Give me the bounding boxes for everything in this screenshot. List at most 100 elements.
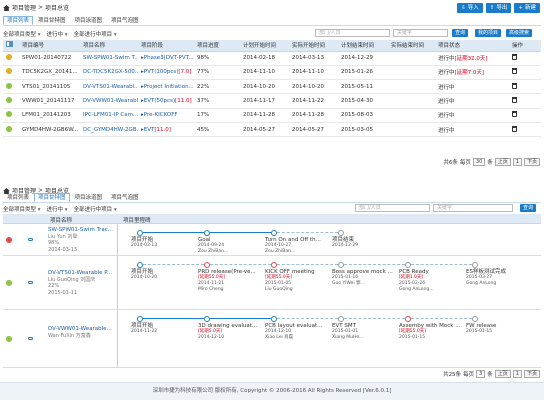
advanced-search-button[interactable]: 高级搜索 [506, 29, 533, 37]
milestone-title[interactable]: EVT SMT [332, 323, 356, 329]
tab-bubble[interactable]: 项目气泡图 [111, 195, 139, 201]
milestone-title[interactable]: Assemby with Mock ... [399, 323, 461, 329]
page-number[interactable]: 1 [512, 370, 522, 378]
status-filter[interactable]: 进行中 [47, 30, 68, 38]
table-row[interactable]: VTS01_20141105 DV-VTS01-Wearabl... ▸Projec… [3, 79, 541, 95]
milestone-title[interactable]: ES样板测试完成 [466, 269, 506, 275]
tab-project-list[interactable]: 项目列表 [3, 16, 34, 25]
project-stage[interactable]: ▸Pre-KICKOFF [138, 108, 194, 123]
tab-bubble[interactable]: 项目气泡图 [111, 18, 139, 24]
milestone-title[interactable]: 项目开始 [131, 237, 154, 243]
project-name-link[interactable]: DV-VTS01-Wearable P... [48, 270, 112, 276]
milestone-marker[interactable] [338, 230, 344, 236]
milestone-marker[interactable] [271, 262, 277, 268]
table-row[interactable]: LFM01_20141203 IPC-LFM01-IP Cam... ▸Pre-KI… [3, 108, 541, 123]
milestone-marker[interactable] [338, 316, 344, 322]
import-button[interactable]: ⇩ 导入 [457, 3, 483, 13]
milestone-title[interactable]: PCB Ready [399, 269, 429, 275]
milestone-marker[interactable] [472, 262, 478, 268]
milestone-marker[interactable] [204, 316, 210, 322]
column-header[interactable]: 项目编号 [19, 40, 80, 52]
delete-icon[interactable] [512, 82, 517, 89]
column-header[interactable]: 实际结束时间 [388, 40, 435, 52]
column-header[interactable]: 实际开始时间 [289, 40, 338, 52]
column-header[interactable]: 计划结束时间 [338, 40, 388, 52]
column-header[interactable]: 项目进度 [194, 40, 240, 52]
project-type-filter[interactable]: 全部项目类型 [3, 205, 41, 213]
page-size-select[interactable]: 3 [476, 370, 486, 378]
table-row[interactable]: VWW01_20141117 DV-VWW01-Wearabl... ▸EVT(50… [3, 93, 541, 109]
delete-icon[interactable] [512, 125, 517, 132]
export-button[interactable]: ⇧ 导出 [485, 3, 512, 13]
tab-project-list[interactable]: 项目列表 [7, 195, 30, 201]
next-page-button[interactable]: 下页 [523, 158, 540, 166]
department-search-input[interactable]: 部门/人员 [355, 204, 430, 212]
milestone-title[interactable]: PRD release(Pre-ve... [198, 269, 256, 275]
home-icon[interactable] [3, 4, 10, 11]
keyword-search-input[interactable]: 关键字 [393, 29, 448, 37]
table-row[interactable]: TDC5K2GX_20141... DC-TDC5K2GX-500... ▸PVT(… [3, 65, 541, 81]
milestone-title[interactable]: KICK OFF meeting [265, 269, 315, 275]
keyword-search-input[interactable]: 关键字 [433, 204, 513, 212]
milestone-title[interactable]: 项目结束 [332, 237, 355, 243]
column-header[interactable]: 项目名称 [80, 40, 138, 52]
edit-columns-icon[interactable] [6, 41, 13, 48]
milestone-title[interactable]: 项目开始 [131, 269, 154, 275]
project-name-link[interactable]: SW-SPW01-Swim T... [80, 51, 138, 66]
next-page-button[interactable]: 下页 [523, 370, 540, 378]
project-name-link[interactable]: IPC-LFM01-IP Cam... [80, 108, 138, 123]
tab-swimlane[interactable]: 项目泳道图 [74, 18, 103, 24]
column-header[interactable]: 项目阶段 [138, 40, 194, 52]
project-name-link[interactable]: DC-TDC5K2GX-500... [80, 65, 138, 81]
milestone-marker[interactable] [137, 262, 143, 268]
scope-filter[interactable]: 全部进行中项目 [74, 205, 117, 213]
milestone-marker[interactable] [472, 316, 478, 322]
breadcrumb-item[interactable]: 项目管理 [12, 5, 37, 12]
delete-icon[interactable] [512, 54, 517, 61]
milestone-marker[interactable] [271, 230, 277, 236]
milestone-title[interactable]: Boss approve mock ... [332, 269, 393, 275]
project-stage[interactable]: ▸Project Initiation... [138, 79, 194, 95]
department-search-input[interactable]: 部门/人员 [315, 29, 390, 37]
delete-icon[interactable] [512, 68, 517, 75]
prev-page-button[interactable]: 上页 [494, 370, 511, 378]
my-projects-button[interactable]: 我的项目 [475, 29, 502, 37]
new-button[interactable]: + 新建 [514, 3, 540, 13]
project-name-link[interactable]: SW-SPW01-Swim Trac... [48, 227, 113, 233]
milestone-title[interactable]: Goal [198, 237, 211, 243]
scope-filter[interactable]: 全部进行中项目 [74, 30, 117, 38]
milestone-marker[interactable] [137, 230, 143, 236]
home-icon[interactable] [3, 187, 10, 194]
milestone-marker[interactable] [204, 230, 210, 236]
tab-gantt[interactable]: 项目甘特图 [38, 18, 66, 24]
project-name-link[interactable]: DC_GYMD4HW-2GB... [80, 122, 138, 138]
project-stage[interactable]: ▸EVT[11.0] [138, 122, 194, 138]
milestone-marker[interactable] [204, 262, 210, 268]
link-icon[interactable] [28, 337, 33, 340]
project-stage[interactable]: ▸EVT(50pcs)[11.0] [138, 93, 194, 109]
project-type-filter[interactable]: 全部项目类型 [3, 30, 41, 38]
link-icon[interactable] [28, 238, 33, 241]
tab-gantt[interactable]: 项目甘特图 [34, 193, 70, 202]
link-icon[interactable] [28, 281, 33, 284]
status-filter[interactable]: 进行中 [47, 205, 68, 213]
page-size-select[interactable]: 30 [472, 158, 486, 166]
milestone-title[interactable]: FW release [466, 323, 497, 329]
milestone-marker[interactable] [137, 316, 143, 322]
breadcrumb-item[interactable]: 项目管理 [12, 188, 37, 195]
prev-page-button[interactable]: 上页 [494, 158, 511, 166]
project-stage[interactable]: ▸Phase3(DVT-PVT... [138, 51, 194, 66]
delete-icon[interactable] [512, 97, 517, 104]
milestone-marker[interactable] [271, 316, 277, 322]
milestone-title[interactable]: 项目开始 [131, 323, 154, 329]
page-number[interactable]: 1 [512, 158, 522, 166]
column-header[interactable]: 计划开始时间 [240, 40, 289, 52]
search-button[interactable]: 查询 [520, 204, 537, 212]
table-row[interactable]: SPW01-20140722 SW-SPW01-Swim T... ▸Phase3(… [3, 51, 541, 66]
tab-swimlane[interactable]: 项目泳道图 [74, 195, 103, 201]
milestone-title[interactable]: 3D drawing evaluat... [198, 323, 258, 329]
milestone-marker[interactable] [338, 262, 344, 268]
project-name-link[interactable]: DV-VWW01-Wearable... [48, 326, 112, 332]
column-header[interactable]: 项目状态 [435, 40, 509, 52]
project-name-link[interactable]: DV-VTS01-Wearabl... [80, 79, 138, 95]
